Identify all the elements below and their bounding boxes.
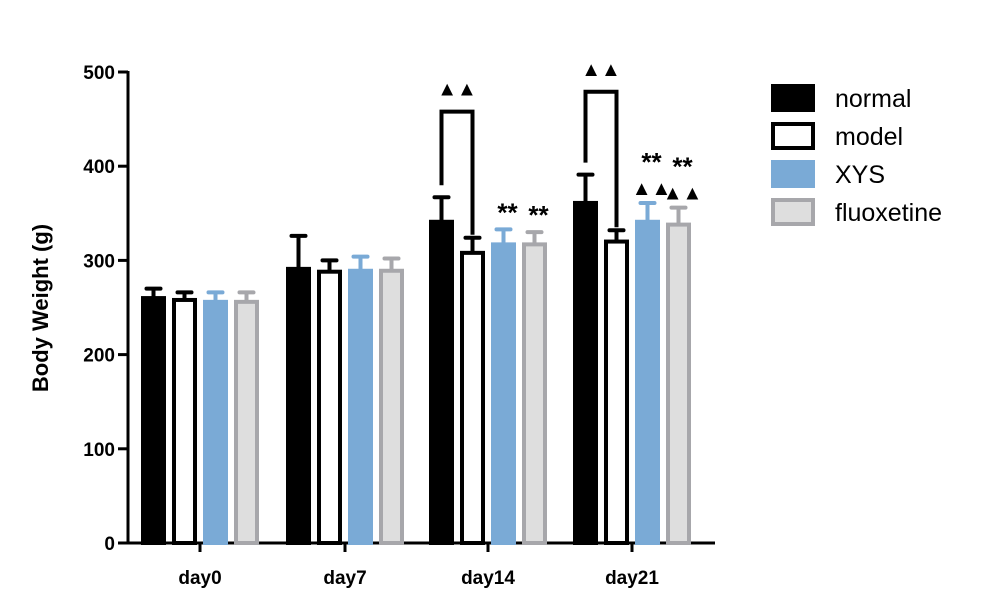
x-tick-label: day0 bbox=[178, 568, 221, 589]
bar-normal-day21 bbox=[573, 200, 598, 546]
significance-bracket bbox=[439, 109, 475, 235]
legend-label-fluoxetine: fluoxetine bbox=[835, 199, 942, 227]
y-tick-label: 400 bbox=[83, 157, 115, 178]
bar-XYS-day7 bbox=[348, 268, 373, 545]
x-tick-label: day7 bbox=[323, 568, 366, 589]
significance-marker: ** bbox=[528, 200, 549, 230]
significance-marker: ▲▲ bbox=[437, 79, 477, 101]
bar-XYS-day21 bbox=[635, 219, 660, 545]
significance-marker: ** bbox=[672, 152, 693, 182]
y-tick-label: 0 bbox=[104, 534, 115, 555]
legend-swatch-XYS bbox=[771, 160, 815, 188]
bar-XYS-day0 bbox=[203, 299, 228, 545]
significance-bracket bbox=[583, 89, 619, 228]
bar-fluoxetine-day7 bbox=[379, 268, 404, 545]
bar-normal-day0 bbox=[141, 296, 166, 545]
legend-label-model: model bbox=[835, 123, 903, 151]
y-tick-label: 100 bbox=[83, 440, 115, 461]
bar-model-day0 bbox=[172, 297, 197, 545]
x-tick-label: day14 bbox=[461, 568, 515, 589]
y-tick-label: 500 bbox=[83, 63, 115, 84]
significance-marker: ▲▲ bbox=[632, 178, 672, 200]
bar-fluoxetine-day21 bbox=[666, 222, 691, 545]
bar-fluoxetine-day0 bbox=[234, 299, 259, 545]
bar-normal-day7 bbox=[286, 266, 311, 545]
significance-marker: ▲▲ bbox=[581, 59, 621, 81]
significance-marker: ** bbox=[497, 197, 518, 227]
bar-model-day21 bbox=[604, 239, 629, 545]
legend-label-normal: normal bbox=[835, 85, 911, 113]
significance-marker: ▲▲ bbox=[663, 183, 703, 205]
legend-label-XYS: XYS bbox=[835, 161, 885, 189]
bar-normal-day14 bbox=[429, 219, 454, 545]
bar-fluoxetine-day14 bbox=[522, 242, 547, 546]
bar-model-day14 bbox=[460, 250, 485, 545]
y-tick-label: 200 bbox=[83, 346, 115, 367]
legend-swatch-fluoxetine bbox=[771, 198, 815, 226]
bar-model-day7 bbox=[317, 269, 342, 545]
x-tick-label: day21 bbox=[605, 568, 659, 589]
y-axis-label: Body Weight (g) bbox=[28, 224, 53, 392]
legend-swatch-normal bbox=[771, 84, 815, 112]
significance-marker: ** bbox=[641, 147, 662, 177]
y-tick-label: 300 bbox=[83, 251, 115, 272]
legend-swatch-model bbox=[771, 122, 815, 150]
bar-XYS-day14 bbox=[491, 242, 516, 546]
